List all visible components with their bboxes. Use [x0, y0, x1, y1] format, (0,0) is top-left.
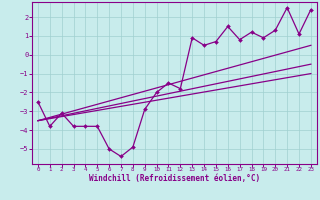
- X-axis label: Windchill (Refroidissement éolien,°C): Windchill (Refroidissement éolien,°C): [89, 174, 260, 183]
